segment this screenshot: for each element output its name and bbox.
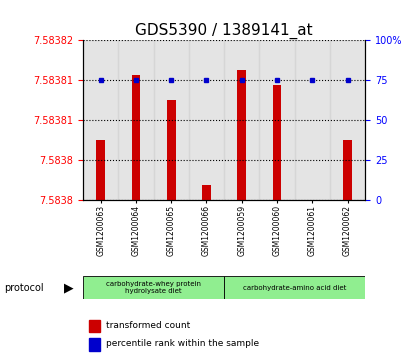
Text: carbohydrate-whey protein
hydrolysate diet: carbohydrate-whey protein hydrolysate di… xyxy=(106,281,201,294)
Text: transformed count: transformed count xyxy=(106,321,190,330)
Bar xyxy=(167,100,176,200)
Bar xyxy=(83,40,118,200)
Text: protocol: protocol xyxy=(4,283,44,293)
Bar xyxy=(89,338,100,351)
Text: carbohydrate-amino acid diet: carbohydrate-amino acid diet xyxy=(243,285,347,291)
Bar xyxy=(308,200,317,245)
Bar xyxy=(343,140,352,200)
Bar xyxy=(237,70,246,200)
Bar xyxy=(224,40,259,200)
Title: GDS5390 / 1389141_at: GDS5390 / 1389141_at xyxy=(135,23,313,38)
Bar xyxy=(89,319,100,332)
Bar xyxy=(273,85,281,200)
Bar xyxy=(189,40,224,200)
Text: ▶: ▶ xyxy=(64,281,74,294)
Bar xyxy=(118,40,154,200)
Bar xyxy=(295,40,330,200)
Text: percentile rank within the sample: percentile rank within the sample xyxy=(106,339,259,348)
Bar xyxy=(96,140,105,200)
Bar xyxy=(202,185,211,200)
FancyBboxPatch shape xyxy=(83,276,224,299)
Bar xyxy=(259,40,295,200)
FancyBboxPatch shape xyxy=(224,276,365,299)
Bar xyxy=(330,40,365,200)
Bar xyxy=(154,40,189,200)
Bar xyxy=(132,75,140,200)
